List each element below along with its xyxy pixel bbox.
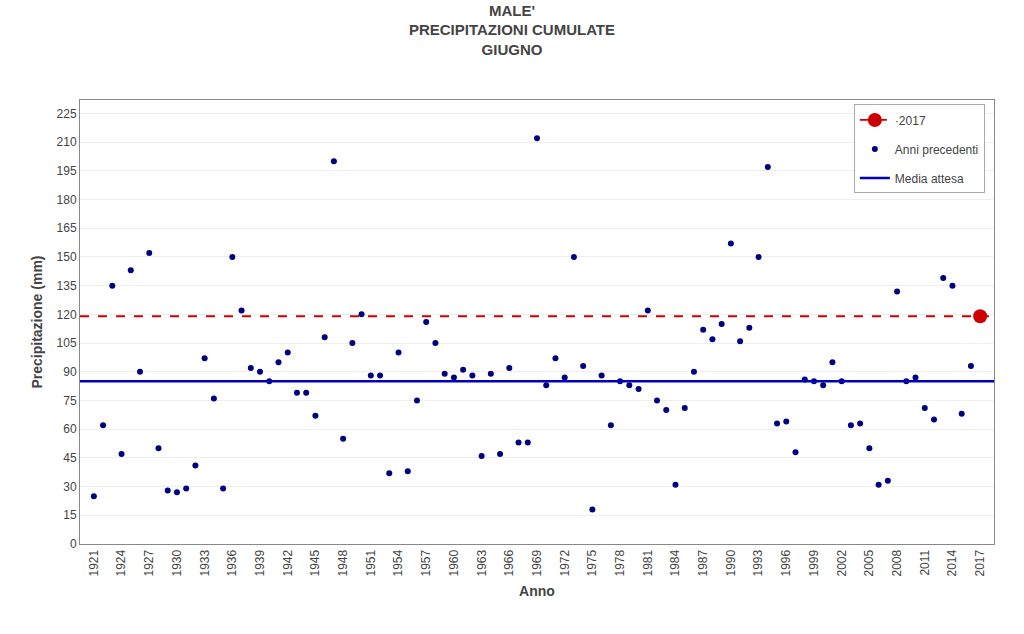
svg-text:60: 60 [63,422,77,436]
svg-text:1942: 1942 [281,549,295,576]
svg-text:1939: 1939 [253,549,267,576]
svg-text:105: 105 [57,336,77,350]
svg-text:1978: 1978 [613,549,627,576]
svg-text:2014: 2014 [945,549,959,576]
svg-text:1927: 1927 [142,549,156,576]
svg-text:1933: 1933 [198,549,212,576]
svg-text:1993: 1993 [751,549,765,576]
svg-text:210: 210 [57,135,77,149]
svg-text:1945: 1945 [308,549,322,576]
svg-text:1975: 1975 [585,549,599,576]
svg-text:180: 180 [57,193,77,207]
svg-text:Anni precedenti: Anni precedenti [895,143,978,157]
svg-text:1954: 1954 [391,549,405,576]
svg-text:165: 165 [57,221,77,235]
svg-text:1990: 1990 [724,549,738,576]
svg-text:1936: 1936 [225,549,239,576]
svg-text:1966: 1966 [502,549,516,576]
svg-text:1963: 1963 [475,549,489,576]
svg-text:2002: 2002 [835,549,849,576]
svg-text:1921: 1921 [87,549,101,576]
svg-text:Media attesa: Media attesa [895,172,964,186]
svg-text:45: 45 [63,451,77,465]
svg-text:2008: 2008 [890,549,904,576]
svg-text:1996: 1996 [779,549,793,576]
svg-text:30: 30 [63,480,77,494]
svg-text:1987: 1987 [696,549,710,576]
svg-text:2017: 2017 [973,549,987,576]
svg-text:·2017: ·2017 [895,114,926,128]
svg-text:1969: 1969 [530,549,544,576]
svg-text:1948: 1948 [336,549,350,576]
svg-text:1984: 1984 [668,549,682,576]
svg-text:75: 75 [63,394,77,408]
svg-text:1924: 1924 [114,549,128,576]
svg-text:0: 0 [70,537,77,551]
svg-text:1951: 1951 [364,549,378,576]
svg-text:2005: 2005 [862,549,876,576]
svg-text:1930: 1930 [170,549,184,576]
svg-text:120: 120 [57,308,77,322]
svg-text:135: 135 [57,279,77,293]
svg-text:15: 15 [63,508,77,522]
svg-text:Precipitazione (mm): Precipitazione (mm) [29,255,45,388]
svg-text:1960: 1960 [447,549,461,576]
svg-text:150: 150 [57,250,77,264]
svg-text:1972: 1972 [558,549,572,576]
svg-text:90: 90 [63,365,77,379]
svg-text:Anno: Anno [519,583,555,599]
svg-text:1981: 1981 [641,549,655,576]
svg-text:195: 195 [57,164,77,178]
svg-text:2011: 2011 [918,549,932,575]
svg-text:MALE'PRECIPITAZIONI CUMULATEGI: MALE'PRECIPITAZIONI CUMULATEGIUGNO [409,2,615,58]
svg-text:225: 225 [57,107,77,121]
svg-text:1957: 1957 [419,549,433,576]
svg-text:1999: 1999 [807,549,821,576]
